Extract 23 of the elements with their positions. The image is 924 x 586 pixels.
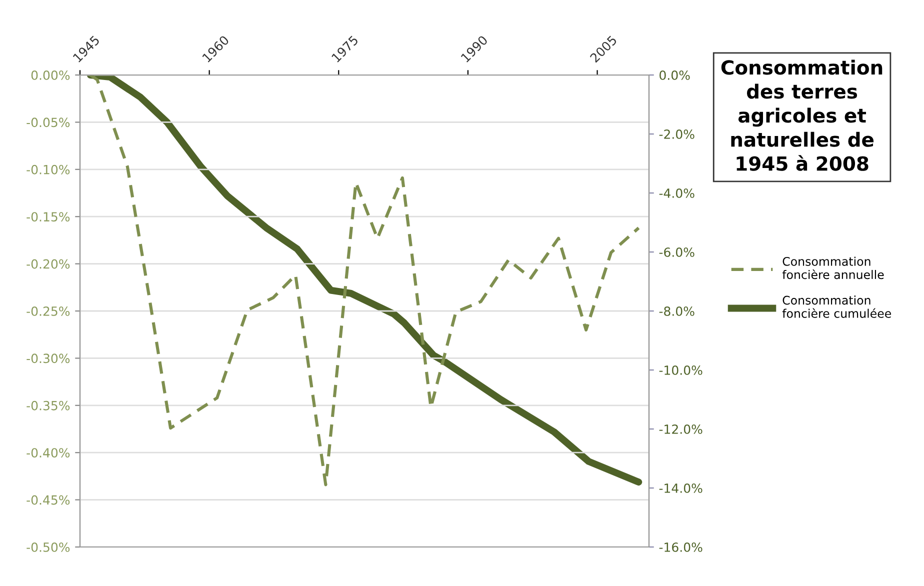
y2-tick-label: -4.0% [659, 188, 694, 198]
y-tick-label: 0.00% [31, 70, 70, 80]
y-tick-label: -0.35% [26, 400, 70, 410]
y2-tick-label: -6.0% [659, 247, 694, 257]
legend-label: Consommation foncière cumuléee [782, 296, 892, 318]
y-tick-label: -0.50% [26, 542, 70, 552]
y-tick-label: -0.10% [26, 164, 70, 174]
y2-tick-label: -10.0% [659, 365, 702, 375]
y2-tick-label: -12.0% [659, 424, 702, 434]
y2-tick-label: -14.0% [659, 483, 702, 493]
legend-label: Consommation foncière annuelle [782, 256, 884, 280]
y2-tick-label: -2.0% [659, 129, 694, 139]
y-tick-label: -0.20% [26, 259, 70, 269]
y-tick-label: -0.45% [26, 495, 70, 505]
y-tick-label: -0.40% [26, 448, 70, 458]
y-tick-label: -0.05% [26, 118, 70, 128]
y2-tick-label: 0.0% [660, 70, 690, 80]
y-tick-label: -0.30% [26, 354, 70, 364]
y2-tick-label: -8.0% [659, 306, 694, 316]
y2-tick-label: -16.0% [659, 542, 702, 552]
y-tick-label: -0.25% [26, 306, 70, 316]
text: Consommation des terres agricoles et naturelles de 1945 à 2008 [721, 60, 882, 171]
y-tick-label: -0.15% [26, 212, 70, 222]
